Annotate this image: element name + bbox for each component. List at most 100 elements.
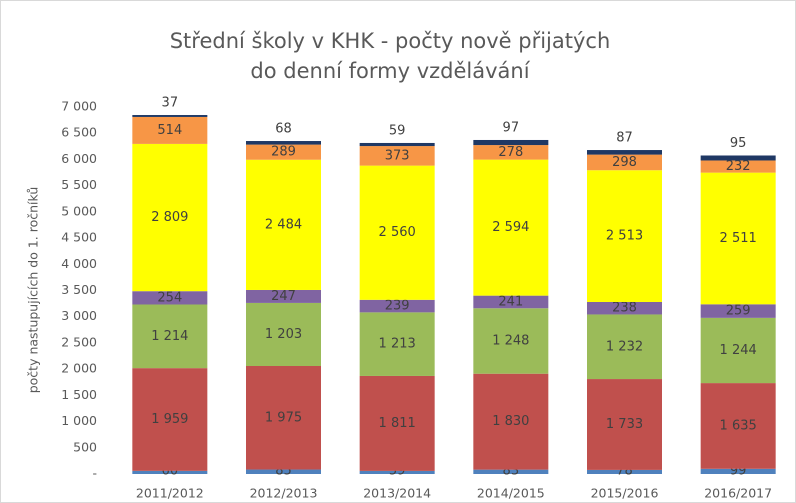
bar-segment — [132, 304, 208, 369]
y-tick-label: 500 — [73, 439, 97, 454]
data-label: 232 — [726, 159, 751, 174]
y-tick-label: 4 000 — [61, 256, 97, 271]
chart-title: do denní formy vzdělávání — [250, 59, 530, 83]
bar-segment — [587, 379, 662, 470]
bar-segment — [246, 289, 321, 303]
y-tick-label: 1 500 — [61, 387, 97, 402]
x-tick-label: 2013/2014 — [363, 486, 431, 501]
data-label: 2 809 — [151, 210, 188, 225]
data-label: 1 214 — [151, 329, 188, 344]
bar-segment — [700, 155, 776, 161]
bar-segment — [246, 141, 321, 145]
x-tick-label: 2015/2016 — [591, 486, 659, 501]
y-tick-label: 7 000 — [61, 99, 97, 114]
data-label: 97 — [503, 120, 520, 135]
data-label: 1 203 — [265, 327, 302, 342]
data-label: 254 — [157, 290, 182, 305]
bar-segment — [132, 470, 208, 474]
x-tick-label: 2011/2012 — [136, 486, 204, 501]
data-label: 247 — [271, 289, 296, 304]
bar-segment — [700, 172, 776, 305]
y-tick-label: 5 500 — [61, 177, 97, 192]
bar-segment — [132, 115, 208, 117]
data-label: 1 830 — [492, 414, 529, 429]
bar-segment — [587, 150, 662, 155]
bar-segment — [359, 312, 435, 376]
data-label: 289 — [271, 145, 296, 160]
bar-segment — [132, 368, 208, 471]
bar-segment — [246, 302, 321, 366]
bar-segment — [587, 170, 662, 302]
bar-segment — [132, 116, 208, 144]
data-label: 1 232 — [606, 339, 643, 354]
data-label: 239 — [385, 299, 410, 314]
y-tick-label: 6 500 — [61, 125, 97, 140]
data-label: 1 811 — [379, 416, 416, 431]
data-label: 298 — [612, 155, 637, 170]
data-label: 514 — [157, 123, 182, 138]
y-tick-label: 6 000 — [61, 151, 97, 166]
bar-segment — [246, 469, 321, 474]
y-tick-label: 3 500 — [61, 282, 97, 297]
chart-title: Střední školy v KHK - počty nově přijatý… — [170, 29, 611, 53]
data-label: 68 — [275, 122, 292, 137]
bar-segment — [359, 299, 435, 313]
y-tick-label: 3 000 — [61, 308, 97, 323]
data-label: 2 560 — [379, 225, 416, 240]
y-axis-label: počty nastupujících do 1. ročníků — [26, 187, 41, 394]
data-label: 1 959 — [151, 412, 188, 427]
data-label: 1 733 — [606, 417, 643, 432]
bar-segment — [700, 468, 776, 474]
y-tick-label: 2 000 — [61, 361, 97, 376]
bar-segment — [587, 314, 662, 380]
bar-segment — [473, 159, 549, 296]
bar-segment — [246, 159, 321, 290]
bar-segment — [473, 295, 549, 309]
bar-segment — [587, 154, 662, 171]
bar-segment — [473, 139, 549, 146]
data-label: 259 — [726, 304, 751, 319]
bar-segment — [359, 470, 435, 474]
data-label: 2 594 — [492, 220, 529, 235]
data-label: 238 — [612, 301, 637, 316]
bar-segment — [473, 145, 549, 160]
bar-segment — [700, 304, 776, 318]
data-label: 1 244 — [720, 343, 757, 358]
bar-segment — [246, 144, 321, 160]
data-label: 59 — [389, 123, 406, 138]
bar-segment — [473, 308, 549, 374]
bar-segment — [246, 365, 321, 470]
y-tick-label: 2 500 — [61, 334, 97, 349]
bar-segment — [587, 469, 662, 474]
y-tick-label: 5 000 — [61, 203, 97, 218]
bar-segment — [700, 160, 776, 173]
bar-segment — [359, 165, 435, 300]
y-tick-label: 4 500 — [61, 230, 97, 245]
data-label: 37 — [162, 96, 179, 111]
data-label: 2 484 — [265, 217, 302, 232]
bar-segment — [132, 291, 208, 305]
data-label: 1 248 — [492, 333, 529, 348]
bar-segment — [359, 375, 435, 471]
data-label: 278 — [498, 145, 523, 160]
data-label: 95 — [730, 136, 747, 151]
x-tick-label: 2012/2013 — [250, 486, 318, 501]
data-label: 373 — [385, 148, 410, 163]
bar-segment — [473, 469, 549, 474]
data-label: 2 511 — [720, 231, 757, 246]
bar-segment — [132, 143, 208, 292]
bar-segment — [359, 146, 435, 166]
y-tick-label: - — [92, 466, 97, 481]
data-label: 87 — [616, 131, 633, 146]
y-tick-label: 1 000 — [61, 413, 97, 428]
bar-segment — [473, 373, 549, 470]
bar-segment — [700, 383, 776, 469]
data-label: 1 213 — [379, 337, 416, 352]
bar-segment — [700, 317, 776, 384]
data-label: 2 513 — [606, 229, 643, 244]
bar-segment — [587, 301, 662, 315]
data-label: 241 — [498, 294, 523, 309]
bar-segment — [359, 142, 435, 147]
x-tick-label: 2014/2015 — [477, 486, 545, 501]
